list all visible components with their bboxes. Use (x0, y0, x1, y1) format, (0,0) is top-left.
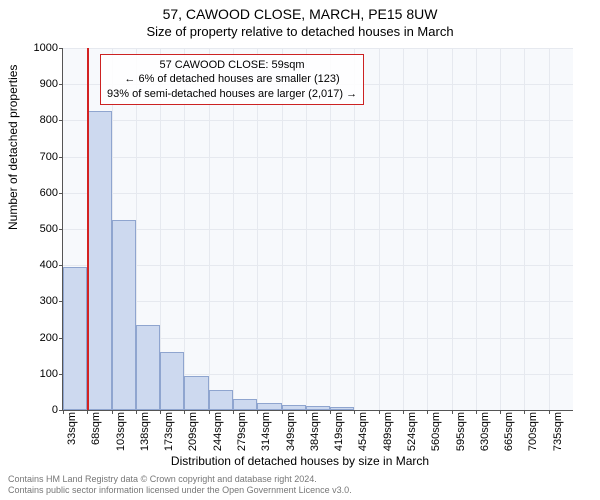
xtick-mark (209, 410, 210, 414)
xtick-label: 244sqm (212, 412, 224, 452)
xtick-label: 279sqm (236, 412, 248, 452)
xtick-mark (306, 410, 307, 414)
histogram-bar (330, 407, 354, 410)
xtick-label: 489sqm (382, 412, 394, 452)
gridline-h (63, 301, 573, 302)
annotation-box: 57 CAWOOD CLOSE: 59sqm ← 6% of detached … (100, 54, 364, 105)
histogram-bar (63, 267, 87, 410)
gridline-v (403, 48, 404, 410)
ytick-mark (59, 157, 63, 158)
reference-line (87, 48, 89, 410)
xtick-mark (184, 410, 185, 414)
xtick-label: 103sqm (115, 412, 127, 452)
gridline-v (500, 48, 501, 410)
gridline-h (63, 157, 573, 158)
xtick-mark (549, 410, 550, 414)
xtick-mark (524, 410, 525, 414)
xtick-label: 314sqm (260, 412, 272, 452)
xtick-label: 630sqm (479, 412, 491, 452)
gridline-h (63, 265, 573, 266)
histogram-bar (112, 220, 136, 410)
gridline-v (476, 48, 477, 410)
xtick-label: 595sqm (455, 412, 467, 452)
histogram-bar (257, 403, 281, 410)
xtick-mark (233, 410, 234, 414)
xtick-mark (500, 410, 501, 414)
xtick-label: 349sqm (285, 412, 297, 452)
xtick-label: 33sqm (66, 412, 78, 452)
xtick-mark (257, 410, 258, 414)
gridline-h (63, 48, 573, 49)
chart-container: 57, CAWOOD CLOSE, MARCH, PE15 8UW Size o… (0, 0, 600, 500)
ytick-label: 0 (18, 404, 58, 416)
xtick-mark (354, 410, 355, 414)
sub-title: Size of property relative to detached ho… (0, 22, 600, 39)
footer-line1: Contains HM Land Registry data © Crown c… (8, 474, 352, 485)
ytick-mark (59, 84, 63, 85)
gridline-v (549, 48, 550, 410)
xtick-label: 138sqm (139, 412, 151, 452)
xtick-label: 735sqm (552, 412, 564, 452)
annotation-line3: 93% of semi-detached houses are larger (… (107, 87, 357, 101)
footer-attribution: Contains HM Land Registry data © Crown c… (8, 474, 352, 496)
xtick-mark (452, 410, 453, 414)
xtick-mark (427, 410, 428, 414)
xtick-label: 209sqm (187, 412, 199, 452)
xtick-mark (112, 410, 113, 414)
xtick-label: 700sqm (527, 412, 539, 452)
gridline-v (379, 48, 380, 410)
xtick-label: 384sqm (309, 412, 321, 452)
histogram-bar (209, 390, 233, 410)
xtick-label: 454sqm (357, 412, 369, 452)
ytick-label: 600 (18, 187, 58, 199)
xtick-mark (63, 410, 64, 414)
histogram-bar (136, 325, 160, 410)
gridline-v (524, 48, 525, 410)
xtick-mark (282, 410, 283, 414)
xtick-label: 173sqm (163, 412, 175, 452)
histogram-bar (87, 111, 111, 410)
xtick-label: 524sqm (406, 412, 418, 452)
ytick-mark (59, 193, 63, 194)
annotation-line2: ← 6% of detached houses are smaller (123… (107, 72, 357, 86)
histogram-bar (233, 399, 257, 410)
histogram-bar (160, 352, 184, 410)
ytick-label: 500 (18, 223, 58, 235)
xtick-label: 68sqm (90, 412, 102, 452)
xtick-label: 560sqm (430, 412, 442, 452)
x-axis-label: Distribution of detached houses by size … (0, 454, 600, 468)
gridline-v (452, 48, 453, 410)
histogram-bar (184, 376, 208, 410)
footer-line2: Contains public sector information licen… (8, 485, 352, 496)
ytick-label: 1000 (18, 42, 58, 54)
ytick-mark (59, 120, 63, 121)
xtick-mark (403, 410, 404, 414)
ytick-label: 200 (18, 332, 58, 344)
ytick-label: 900 (18, 78, 58, 90)
histogram-bar (282, 405, 306, 410)
gridline-h (63, 120, 573, 121)
ytick-label: 400 (18, 259, 58, 271)
ytick-mark (59, 229, 63, 230)
gridline-h (63, 193, 573, 194)
ytick-label: 100 (18, 368, 58, 380)
xtick-mark (330, 410, 331, 414)
gridline-v (427, 48, 428, 410)
xtick-mark (379, 410, 380, 414)
xtick-mark (476, 410, 477, 414)
ytick-label: 700 (18, 151, 58, 163)
xtick-mark (87, 410, 88, 414)
histogram-bar (306, 406, 330, 410)
annotation-line1: 57 CAWOOD CLOSE: 59sqm (107, 58, 357, 72)
gridline-h (63, 229, 573, 230)
xtick-label: 665sqm (503, 412, 515, 452)
ytick-label: 300 (18, 295, 58, 307)
main-title: 57, CAWOOD CLOSE, MARCH, PE15 8UW (0, 0, 600, 22)
ytick-mark (59, 48, 63, 49)
xtick-mark (160, 410, 161, 414)
ytick-label: 800 (18, 114, 58, 126)
xtick-label: 419sqm (333, 412, 345, 452)
xtick-mark (136, 410, 137, 414)
